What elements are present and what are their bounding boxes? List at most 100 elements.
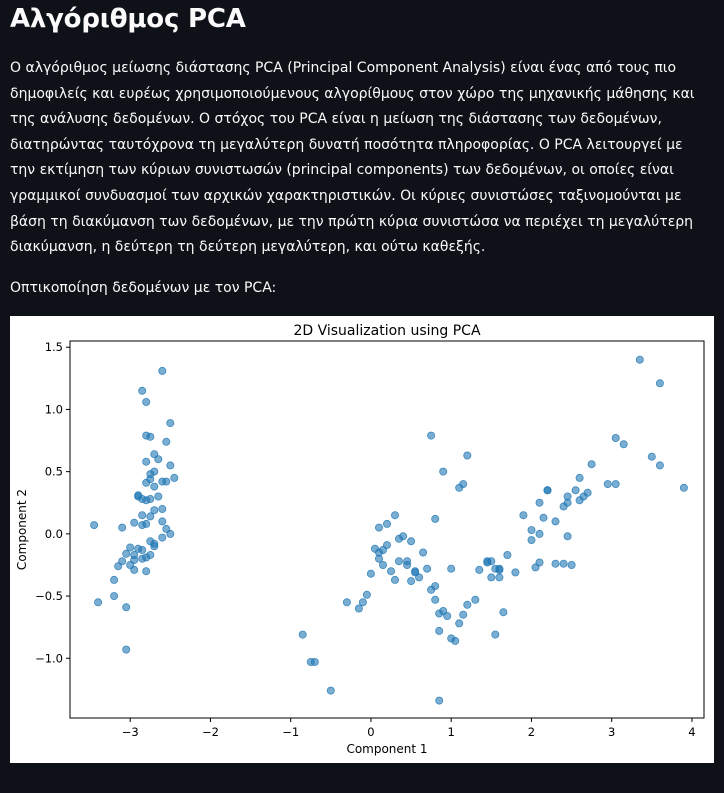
data-point: [154, 455, 163, 464]
data-point: [370, 544, 379, 553]
data-point: [431, 514, 440, 523]
x-tick-label: −3: [122, 725, 139, 739]
x-axis-label: Component 1: [346, 742, 427, 756]
data-point: [138, 511, 147, 520]
data-point: [567, 560, 576, 569]
x-tick-label: 4: [688, 725, 695, 739]
data-point: [499, 608, 508, 617]
data-point: [122, 549, 131, 558]
data-point: [463, 451, 472, 460]
data-point: [407, 537, 416, 546]
data-point: [374, 523, 383, 532]
data-point: [166, 419, 175, 428]
x-tick-label: 1: [448, 725, 455, 739]
data-point: [390, 575, 399, 584]
intro-paragraph: Ο αλγόριθμος μείωσης διάστασης PCA (Prin…: [10, 60, 695, 256]
data-point: [394, 557, 403, 566]
x-tick-label: 0: [367, 725, 374, 739]
data-point: [511, 568, 520, 577]
pca-scatter-chart: −3 −2 −1 0 1 2 3 4 −1.0 −0.5 0.0 0.5 1.0 1.5 2D Visu…: [15, 323, 705, 756]
data-point: [110, 575, 119, 584]
data-point: [326, 686, 335, 695]
x-tick-label: −1: [282, 725, 299, 739]
data-point: [399, 532, 408, 541]
data-point: [463, 600, 472, 609]
data-point: [358, 598, 367, 607]
data-point: [142, 431, 151, 440]
data-point: [559, 559, 568, 568]
y-tick-label: −1.0: [35, 651, 63, 665]
data-point: [170, 473, 179, 482]
data-point: [519, 511, 528, 520]
data-point: [146, 550, 155, 559]
chart-caption: Οπτικοποίηση δεδομένων με τον PCA:: [10, 280, 277, 296]
data-point: [158, 366, 167, 375]
data-point: [551, 517, 560, 526]
data-point: [611, 480, 620, 489]
x-tick-label: −2: [202, 725, 219, 739]
data-point: [431, 595, 440, 604]
y-tick-label: 1.5: [45, 340, 63, 354]
data-point: [162, 437, 171, 446]
y-tick-label: 1.0: [45, 402, 63, 416]
data-point: [386, 567, 395, 576]
data-point: [298, 630, 307, 639]
data-point: [447, 564, 456, 573]
data-point: [495, 564, 504, 573]
data-point: [154, 492, 163, 501]
data-point: [114, 562, 123, 571]
data-point: [158, 533, 167, 542]
data-point: [138, 545, 147, 554]
x-tick-label: 2: [528, 725, 535, 739]
data-point: [603, 480, 612, 489]
data-point: [483, 557, 492, 566]
data-point: [539, 513, 548, 522]
data-point: [587, 460, 596, 469]
data-point: [374, 554, 383, 563]
data-point: [551, 559, 560, 568]
data-point: [158, 504, 167, 513]
data-point: [647, 452, 656, 461]
data-point: [535, 529, 544, 538]
data-point: [150, 506, 159, 515]
data-point: [439, 606, 448, 615]
data-point: [382, 519, 391, 528]
data-point: [382, 541, 391, 550]
data-point: [527, 536, 536, 545]
data-point: [122, 645, 131, 654]
data-point: [126, 543, 135, 552]
data-point: [563, 532, 572, 541]
data-point: [94, 598, 103, 607]
data-point: [110, 592, 119, 601]
points-layer: [90, 355, 688, 705]
data-point: [118, 523, 127, 532]
data-point: [146, 512, 155, 521]
data-point: [122, 603, 131, 612]
data-point: [435, 626, 444, 635]
data-point: [535, 498, 544, 507]
pca-scatter-figure: −3 −2 −1 0 1 2 3 4 −1.0 −0.5 0.0 0.5 1.0 1.5 2D Visu…: [10, 316, 714, 763]
data-point: [431, 582, 440, 591]
data-point: [571, 486, 580, 495]
chart-title: 2D Visualization using PCA: [293, 323, 481, 339]
data-point: [146, 470, 155, 479]
data-point: [503, 550, 512, 559]
data-point: [495, 573, 504, 582]
data-point: [527, 526, 536, 535]
data-point: [362, 590, 371, 599]
data-point: [491, 630, 500, 639]
data-point: [531, 563, 540, 572]
x-tick-label: 3: [608, 725, 615, 739]
data-point: [142, 398, 151, 407]
data-point: [655, 379, 664, 388]
data-point: [471, 595, 480, 604]
data-point: [439, 467, 448, 476]
data-point: [403, 560, 412, 569]
data-point: [134, 492, 143, 501]
data-point: [130, 565, 139, 574]
data-point: [138, 554, 147, 563]
data-point: [419, 548, 428, 557]
data-point: [150, 542, 159, 551]
data-point: [563, 498, 572, 507]
